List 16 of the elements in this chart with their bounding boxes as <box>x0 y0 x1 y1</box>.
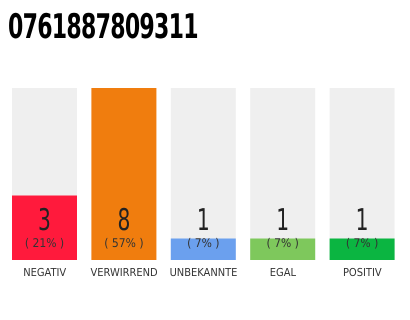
x-tick-label: VERWIRREND <box>90 266 158 279</box>
annotation: ( 21% ) <box>24 236 64 250</box>
data-label: 3 <box>38 202 51 238</box>
annotation: ( 7% ) <box>187 236 220 250</box>
x-tick-label: NEGATIV <box>23 266 66 279</box>
annotation: ( 7% ) <box>346 236 378 250</box>
data-label: 1 <box>196 202 210 238</box>
data-label: 1 <box>356 202 369 238</box>
data-label: 1 <box>276 202 290 238</box>
data-label: 8 <box>117 202 130 238</box>
x-tick-label: POSITIV <box>342 266 382 279</box>
annotation: ( 7% ) <box>266 236 299 250</box>
chart-title: 0761887809311 <box>8 7 199 47</box>
annotation: ( 57% ) <box>104 236 144 250</box>
x-tick-label: EGAL <box>270 266 296 279</box>
x-tick-label: UNBEKANNTE <box>170 266 238 279</box>
